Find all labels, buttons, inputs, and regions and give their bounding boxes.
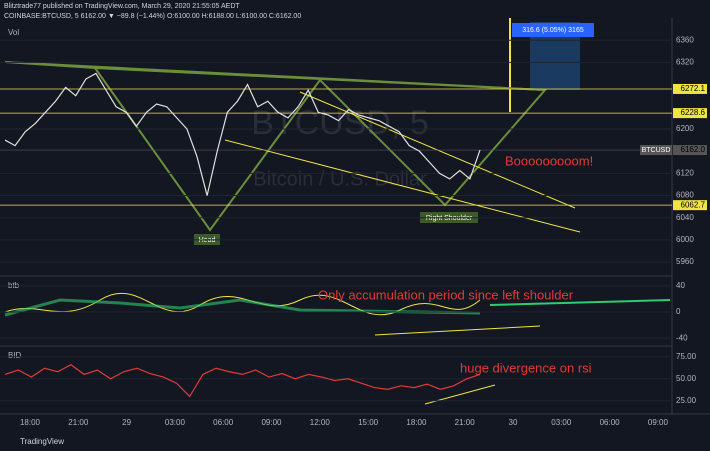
watermark: BTCUSD, 5 [251, 104, 429, 142]
y-tick-label: 75.00 [676, 352, 697, 361]
price-label: 6272.1 [681, 84, 706, 93]
arrow [489, 299, 671, 306]
x-tick-label: 21:00 [455, 418, 476, 427]
y-tick-label: 6080 [676, 191, 694, 200]
price-label-bg [673, 108, 707, 119]
x-tick-label: 30 [509, 418, 518, 427]
footer: TradingView [20, 437, 64, 446]
y-tick-label: 0 [676, 307, 681, 316]
y-tick-label: 50.00 [676, 374, 697, 383]
x-tick-label: 29 [122, 418, 131, 427]
annotation: Right Shoulder [426, 215, 473, 222]
y-tick-label: 40 [676, 281, 685, 290]
x-tick-label: 06:00 [213, 418, 234, 427]
y-tick-label: 6320 [676, 57, 694, 66]
x-tick-label: 12:00 [310, 418, 331, 427]
y-tick-label: 6040 [676, 213, 694, 222]
x-tick-label: 06:00 [600, 418, 621, 427]
price-label: 6062.7 [681, 200, 706, 209]
price-line-series [4, 72, 481, 196]
wedge-line [224, 139, 581, 233]
x-tick-label: 21:00 [68, 418, 89, 427]
x-tick-label: 03:00 [551, 418, 572, 427]
y-tick-label: 5960 [676, 257, 694, 266]
x-tick-label: 03:00 [165, 418, 186, 427]
price-label-bg [673, 200, 707, 211]
oscillator-fill [4, 298, 481, 317]
price-label-bg [640, 145, 672, 156]
annotation: Booooooooom! [505, 153, 593, 168]
watermark-sub: Bitcoin / U.S. Dollar [253, 168, 427, 190]
x-tick-label: 09:00 [261, 418, 282, 427]
x-tick-label: 18:00 [406, 418, 427, 427]
header-line: Blitztrade77 published on TradingView.co… [4, 3, 240, 10]
y-tick-label: 6360 [676, 35, 694, 44]
x-tick-label: 18:00 [20, 418, 41, 427]
price-label-bg [673, 145, 707, 156]
y-tick-label: 25.00 [676, 396, 697, 405]
x-tick-label: 09:00 [648, 418, 669, 427]
trend-line [374, 325, 541, 336]
neckline [94, 67, 546, 91]
y-tick-label: -40 [676, 333, 688, 342]
measure-label: 316.6 (5.05%) 3165 [522, 27, 584, 34]
pane-label: BID [8, 351, 22, 360]
price-label-name: BTCUSD [642, 147, 671, 154]
rsi-line [4, 364, 481, 398]
measure-label-bg [512, 23, 594, 37]
y-tick-label: 6120 [676, 168, 694, 177]
symbol-line: COINBASE:BTCUSD, 5 6162.00 ▼ −89.8 (−1.4… [4, 13, 301, 20]
y-tick-label: 6200 [676, 124, 694, 133]
y-tick-label: 6000 [676, 235, 694, 244]
price-label: 6162.0 [681, 145, 706, 154]
price-label: 6228.6 [681, 108, 706, 117]
pane-label: Vol [8, 28, 19, 37]
annotation: huge divergence on rsi [460, 360, 592, 375]
price-label-bg [673, 83, 707, 94]
x-tick-label: 15:00 [358, 418, 379, 427]
annotation: Only accumulation period since left shou… [318, 287, 574, 302]
